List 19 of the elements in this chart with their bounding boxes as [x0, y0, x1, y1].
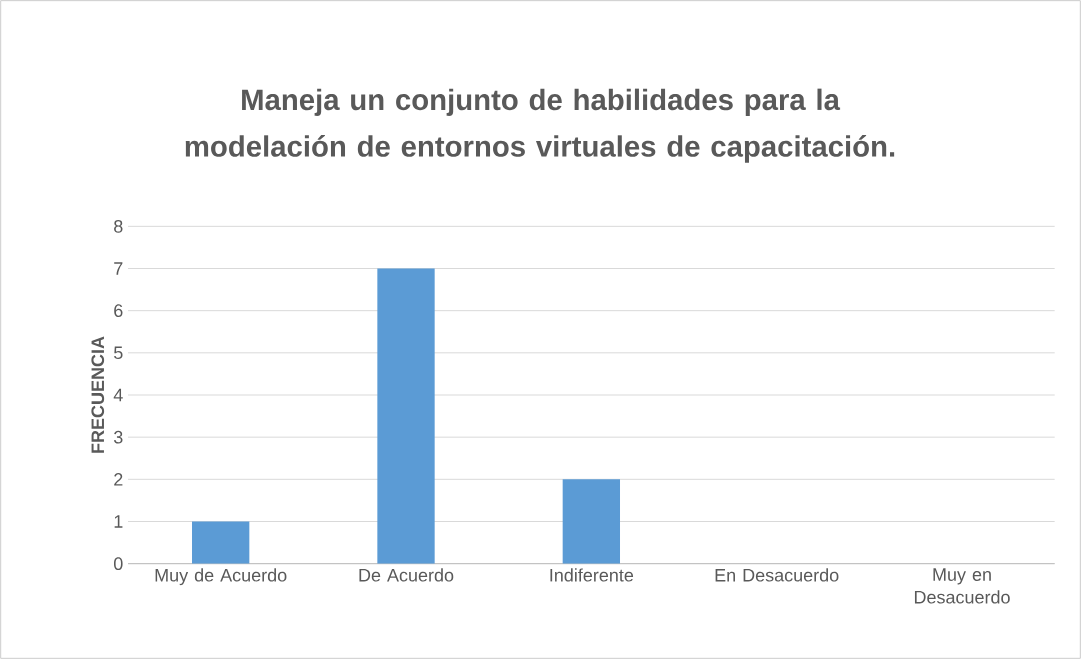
- chart-title: Maneja un conjunto de habilidades para la modelación de entornos virtuales de capacitación.: [185, 88, 895, 163]
- x-tick-label: Muy de Acuerdo: [155, 568, 287, 586]
- y-tick-label: 7: [114, 262, 123, 275]
- x-tick-label: En Desacuerdo: [715, 568, 839, 582]
- x-tick-label: Muy en Desacuerdo: [914, 568, 1010, 604]
- y-tick-label: 5: [114, 346, 123, 360]
- x-tick-label: Indiferente: [550, 568, 634, 582]
- bar: [562, 479, 621, 564]
- y-tick-label: 4: [113, 388, 123, 402]
- y-tick-label: 6: [114, 304, 123, 318]
- y-tick-label: 1: [114, 515, 123, 528]
- y-tick-label: 2: [114, 473, 123, 486]
- bar: [377, 268, 435, 564]
- y-axis-title: FRECUENCIA: [91, 336, 105, 453]
- x-tick-label: De Acuerdo: [359, 568, 454, 582]
- bar: [192, 521, 250, 564]
- y-tick-label: 0: [114, 557, 123, 571]
- y-tick-label: 8: [114, 219, 123, 233]
- y-tick-label: 3: [113, 430, 123, 444]
